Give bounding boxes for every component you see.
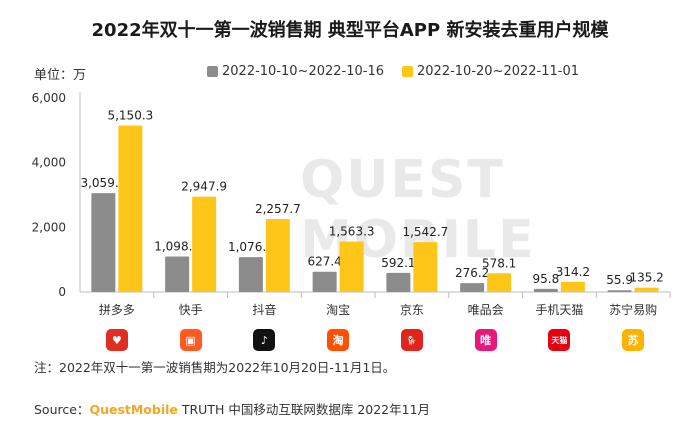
data-label-series1: 276.2 bbox=[455, 266, 489, 280]
data-label-series1: 95.8 bbox=[533, 272, 560, 286]
category-label: 手机天猫 bbox=[535, 303, 583, 317]
source-brand: QuestMobile bbox=[89, 402, 178, 417]
category-label: 苏宁易购 bbox=[609, 302, 657, 317]
tmall-icon: 天猫 bbox=[548, 329, 571, 351]
legend-item-series1: 2022-10-10~2022-10-16 bbox=[207, 64, 384, 79]
bar-series2 bbox=[413, 242, 438, 292]
legend-label-series2: 2022-10-20~2022-11-01 bbox=[417, 64, 579, 79]
data-label-series1: 1,076.7 bbox=[228, 240, 274, 254]
bar-series1 bbox=[312, 271, 337, 292]
bar-series2 bbox=[192, 196, 217, 292]
data-label-series2: 1,563.3 bbox=[329, 224, 375, 238]
chart-title: 2022年双十一第一波销售期 典型平台APP 新安装去重用户规模 bbox=[91, 20, 609, 41]
vip-icon: 唯 bbox=[474, 329, 497, 351]
data-label-series2: 2,947.9 bbox=[181, 180, 227, 194]
data-label-series1: 592.1 bbox=[381, 256, 415, 270]
source-line: Source：QuestMobile TRUTH 中国移动互联网数据库 2022… bbox=[34, 399, 430, 418]
y-tick-label: 2,000 bbox=[32, 220, 66, 234]
bar-series2 bbox=[487, 273, 512, 292]
category-label: 唯品会 bbox=[468, 303, 504, 317]
bar-series2 bbox=[560, 281, 585, 292]
data-label-series2: 5,150.3 bbox=[107, 108, 153, 122]
legend-label-series1: 2022-10-10~2022-10-16 bbox=[222, 64, 384, 79]
bar-series1 bbox=[386, 272, 411, 292]
unit-label: 单位：万 bbox=[34, 68, 87, 83]
y-tick-label: 6,000 bbox=[32, 91, 66, 105]
source-rest: TRUTH 中国移动互联网数据库 2022年11月 bbox=[177, 402, 431, 417]
bar-series1 bbox=[460, 283, 485, 292]
data-label-series1: 1,098.1 bbox=[154, 239, 200, 253]
source-prefix: Source： bbox=[34, 402, 90, 417]
category-label: 拼多多 bbox=[99, 303, 135, 317]
data-label-series1: 55.9 bbox=[606, 273, 633, 287]
suning-icon: 苏 bbox=[622, 329, 645, 351]
legend-swatch-series1 bbox=[207, 66, 218, 77]
bar-series1 bbox=[607, 290, 632, 292]
taobao-icon: 淘 bbox=[327, 329, 350, 351]
data-label-series2: 1,542.7 bbox=[402, 225, 448, 239]
bar-series1 bbox=[165, 256, 190, 292]
category-label: 京东 bbox=[400, 303, 424, 317]
data-label-series1: 3,059.7 bbox=[80, 176, 126, 190]
legend-item-series2: 2022-10-20~2022-11-01 bbox=[402, 64, 579, 79]
footnote: 注：2022年双十一第一波销售期为2022年10月20日-11月1日。 bbox=[34, 360, 396, 375]
category-label: 快手 bbox=[179, 303, 203, 317]
bar-series1 bbox=[533, 288, 558, 292]
watermark: QUEST MOBILE bbox=[300, 150, 536, 270]
douyin-icon: ♪ bbox=[253, 329, 276, 351]
y-tick-label: 0 bbox=[58, 285, 66, 299]
bar-series2 bbox=[265, 219, 290, 292]
y-tick-label: 4,000 bbox=[32, 156, 66, 170]
legend: 2022-10-10~2022-10-16 2022-10-20~2022-11… bbox=[207, 64, 579, 79]
bar-series2 bbox=[339, 241, 364, 292]
bar-series1 bbox=[238, 257, 263, 292]
bar-series2 bbox=[118, 125, 143, 292]
pinduoduo-icon: ♥ bbox=[105, 329, 128, 351]
bar-series2 bbox=[634, 287, 659, 292]
category-label: 淘宝 bbox=[326, 303, 350, 317]
data-label-series1: 627.4 bbox=[307, 255, 341, 269]
data-label-series2: 314.2 bbox=[556, 265, 590, 279]
kuaishou-icon: ▣ bbox=[179, 329, 202, 351]
data-label-series2: 578.1 bbox=[482, 256, 516, 270]
data-label-series2: 2,257.7 bbox=[255, 202, 301, 216]
bar-series1 bbox=[91, 193, 116, 292]
data-label-series2: 135.2 bbox=[629, 271, 663, 285]
category-label: 抖音 bbox=[252, 302, 276, 317]
legend-swatch-series2 bbox=[402, 66, 413, 77]
jd-icon: 🐕 bbox=[400, 329, 423, 351]
